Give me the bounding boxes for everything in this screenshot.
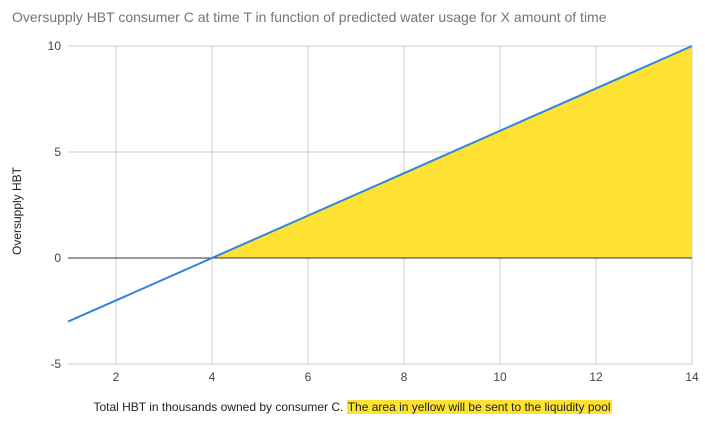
y-tick-label: 5 [54,145,61,159]
y-tick-label: 0 [54,251,61,265]
x-axis-label-text: Total HBT in thousands owned by consumer… [93,400,344,414]
x-tick-label: 12 [589,370,603,384]
x-tick-label: 10 [493,370,507,384]
x-tick-label: 8 [401,370,408,384]
tick-label-layer: 2 4 6 8 10 12 14 -5 0 5 10 [48,39,699,384]
series-layer [67,45,693,323]
x-axis-label: Total HBT in thousands owned by consumer… [0,400,705,414]
y-tick-label: -5 [50,357,61,371]
y-axis-label: Oversupply HBT [10,166,24,256]
x-tick-label: 4 [209,370,216,384]
x-tick-label: 14 [685,370,699,384]
y-tick-label: 10 [48,39,62,53]
x-tick-label: 2 [113,370,120,384]
series-line [67,45,693,323]
chart-title: Oversupply HBT consumer C at time T in f… [12,9,607,25]
x-axis-label-highlight: The area in yellow will be sent to the l… [346,400,612,414]
x-tick-label: 6 [305,370,312,384]
